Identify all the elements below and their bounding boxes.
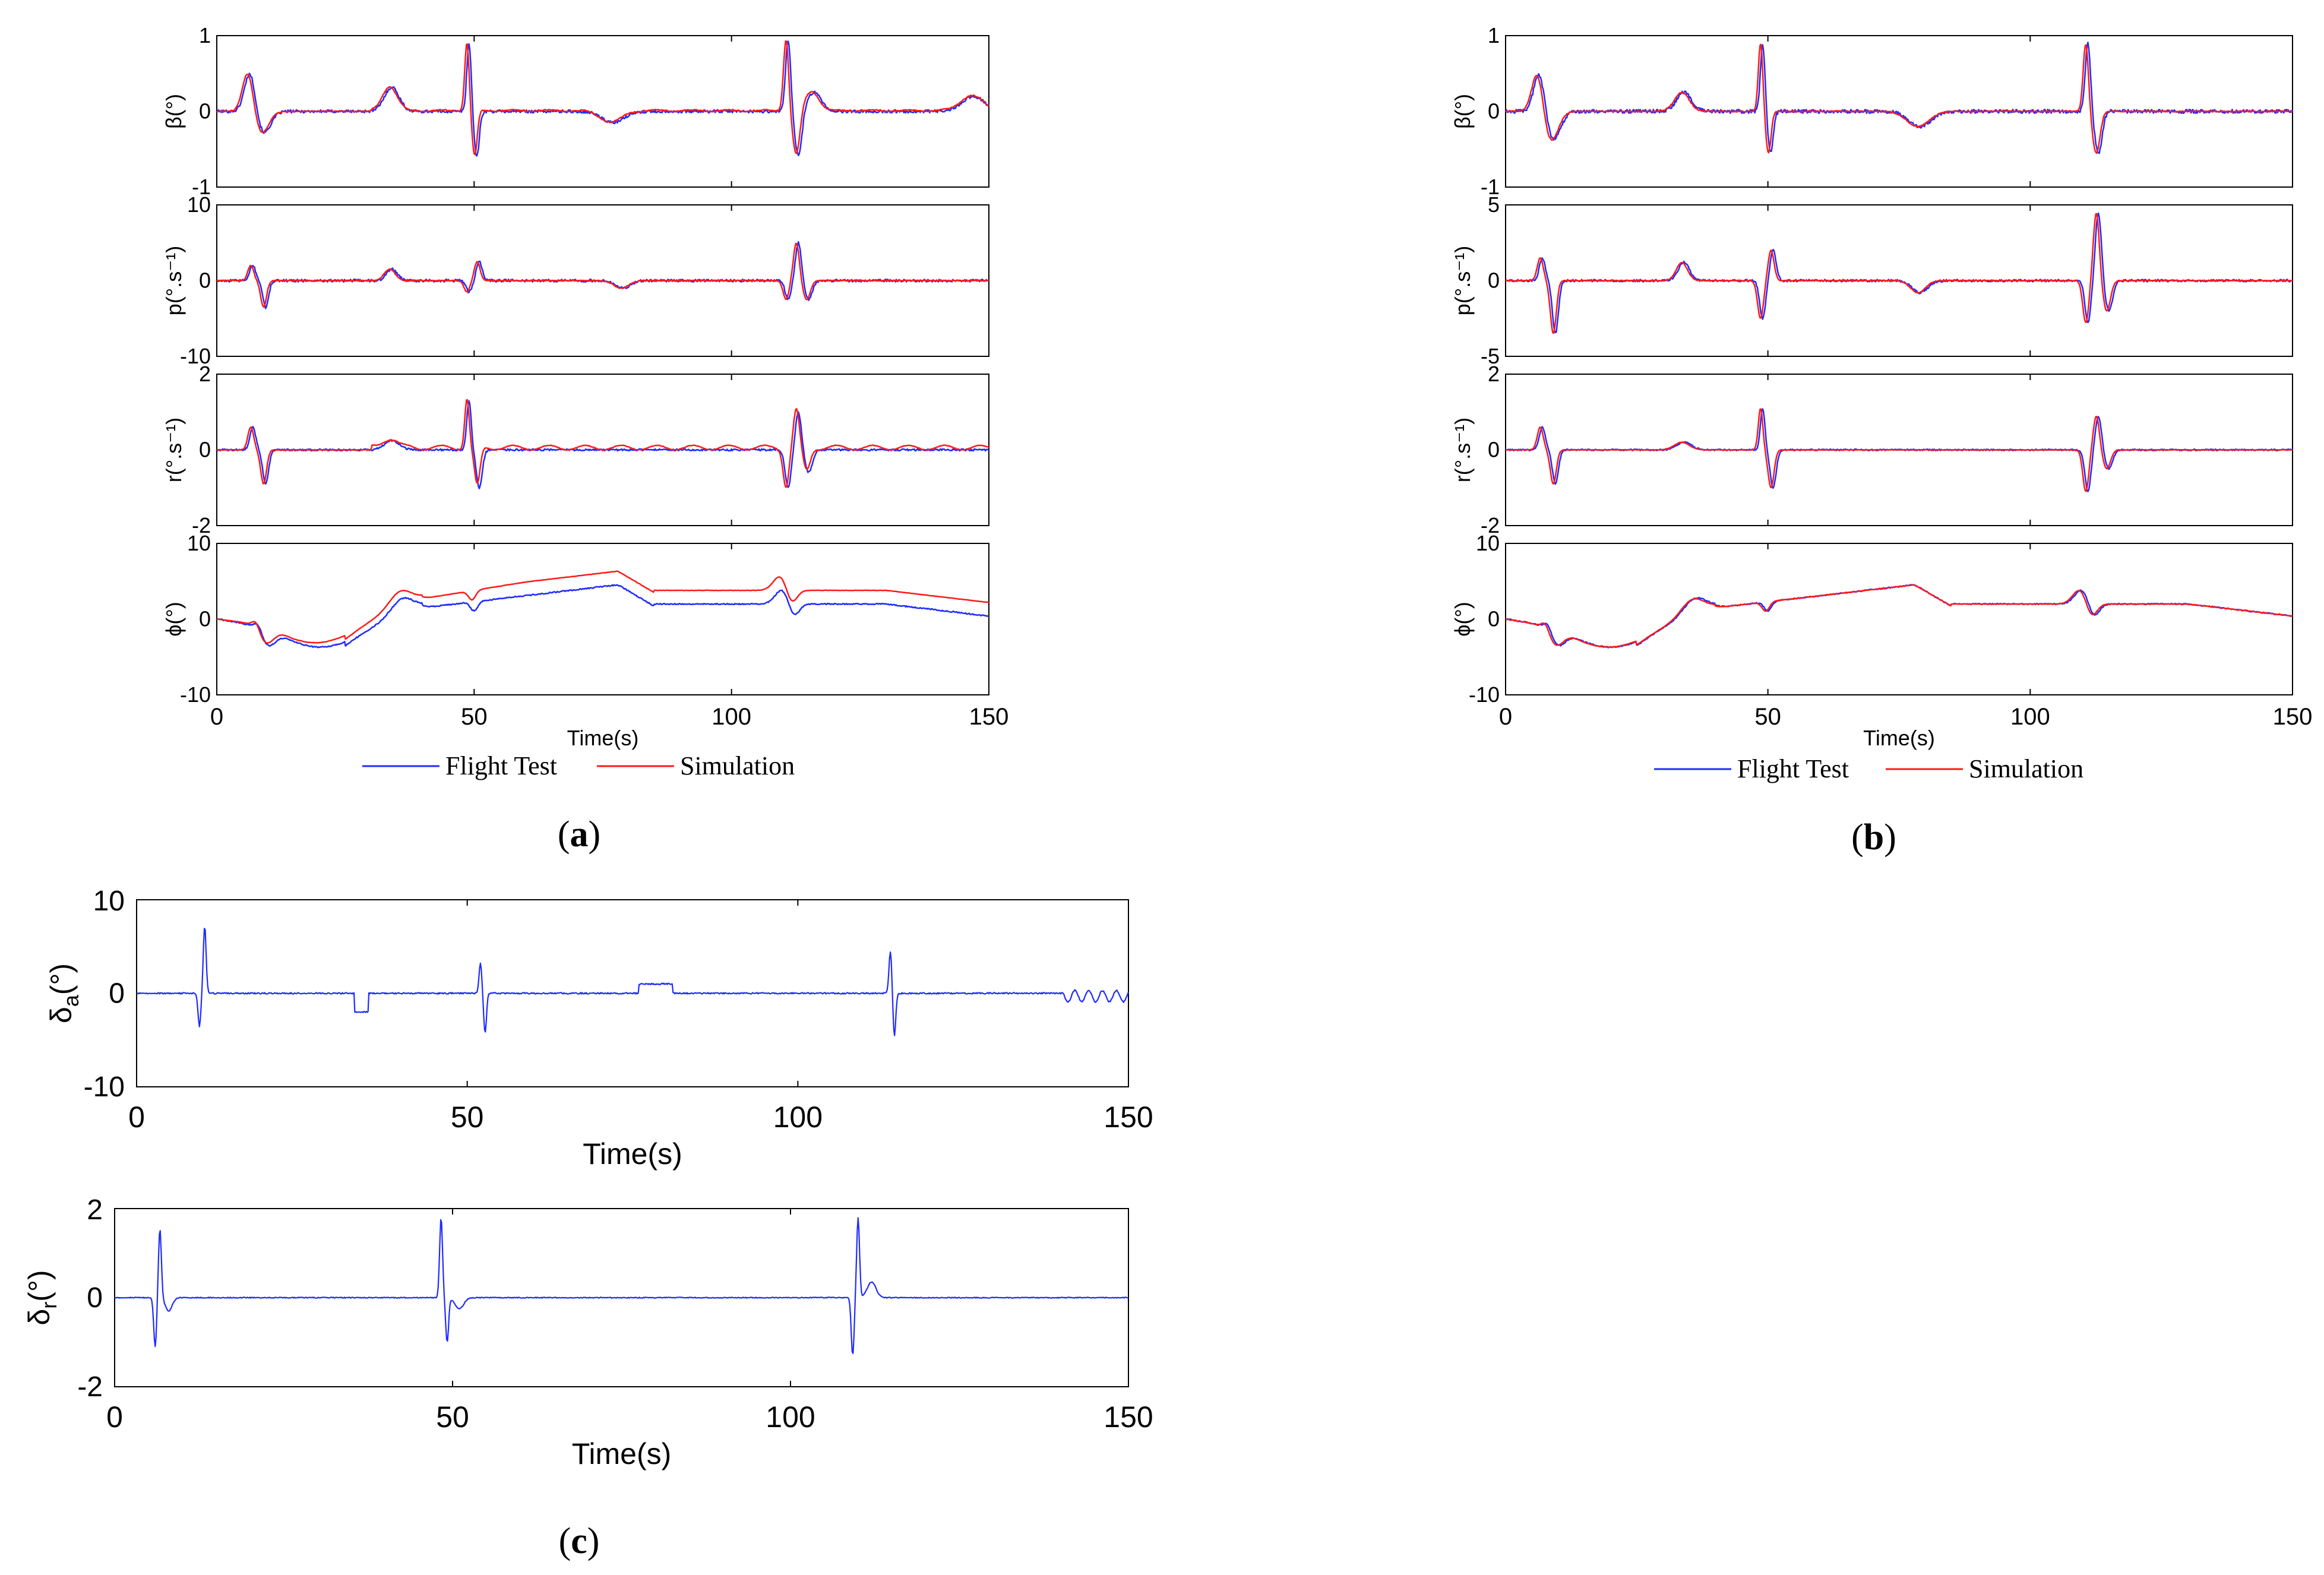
xtick-label: 0 [1499, 704, 1512, 730]
xtick-label: 100 [712, 704, 751, 730]
xtick-label: 150 [1103, 1100, 1153, 1134]
ytick-label: 0 [87, 1282, 103, 1314]
ytick-label: -10 [180, 344, 211, 368]
xtick-label: 0 [210, 704, 223, 730]
ytick-label: 2 [199, 362, 211, 386]
xtick-label: 50 [1754, 704, 1781, 730]
ytick-label: -10 [180, 682, 211, 707]
ytick-label: 10 [187, 192, 211, 217]
panel-caption-b: (b) [1851, 817, 1896, 858]
y-axis-label: ϕ(°) [1450, 602, 1475, 637]
ytick-label: 0 [199, 268, 211, 293]
x-axis-label: Time(s) [567, 726, 639, 750]
series-simulation-line [1505, 43, 2293, 154]
y-axis-label: β(°) [162, 94, 186, 129]
series-flight-test-line [216, 40, 989, 157]
ytick-label: 0 [199, 99, 211, 124]
ytick-label: 0 [199, 438, 211, 462]
ytick-label: -10 [84, 1071, 125, 1103]
series-simulation-line [216, 399, 989, 488]
y-axis-label: p(°.s⁻¹) [1450, 246, 1475, 315]
series-simulation-line [217, 242, 989, 308]
xtick-label: 150 [2273, 704, 2313, 730]
x-axis-label: Time(s) [1863, 726, 1935, 750]
ytick-label: 2 [1488, 362, 1500, 386]
subplot-b-1: -1 0 1 β(°) [1450, 23, 2294, 199]
ytick-label: -10 [1469, 682, 1500, 707]
legend-simulation-label: Simulation [680, 751, 795, 780]
xtick-label: 100 [773, 1100, 823, 1134]
y-axis-label: r(°.s⁻¹) [162, 418, 186, 482]
xtick-label: 150 [969, 704, 1009, 730]
xtick-label: 50 [451, 1100, 484, 1134]
y-axis-label: δa(°) [45, 963, 83, 1023]
xtick-label: 150 [1103, 1400, 1153, 1434]
series-flight-test-line [216, 584, 989, 649]
subplot-b-2: -5 0 5 p(°.s⁻¹) [1450, 192, 2293, 368]
subplot-a-1: -1 0 1 β(°) [162, 23, 989, 199]
ytick-label: 2 [87, 1194, 103, 1226]
subplot-a-3: -2 0 2 r(°.s⁻¹) [162, 362, 990, 537]
ytick-label: 5 [1488, 192, 1500, 217]
xtick-label: 50 [436, 1400, 469, 1434]
legend-simulation-label: Simulation [1969, 754, 2083, 783]
x-axis-label: Time(s) [572, 1437, 672, 1470]
ytick-label: -2 [192, 513, 211, 537]
y-axis-label: δr(°) [23, 1270, 61, 1325]
ytick-label: 10 [93, 885, 125, 917]
series-control-input-line [114, 1217, 1128, 1354]
xtick-label: 0 [106, 1400, 123, 1434]
ytick-label: 0 [1488, 99, 1500, 124]
ytick-label: 0 [1488, 438, 1500, 462]
xtick-label: 100 [766, 1400, 815, 1434]
ytick-label: 0 [199, 607, 211, 631]
ytick-label: 1 [1488, 23, 1500, 48]
series-simulation-line [1505, 584, 2293, 649]
xtick-label: 50 [461, 704, 488, 730]
ytick-label: -1 [1481, 175, 1500, 199]
legend-flight-test-label: Flight Test [1737, 754, 1849, 783]
xtick-label: 100 [2010, 704, 2050, 730]
series-simulation-line [216, 40, 989, 156]
panel-caption-a: (a) [558, 814, 600, 855]
panel-caption-c: (c) [559, 1521, 600, 1561]
subplot-a-4: -10 0 10 ϕ(°) [162, 531, 989, 707]
y-axis-label: β(°) [1450, 94, 1475, 129]
ytick-label: 0 [1488, 607, 1500, 631]
ytick-label: 10 [1476, 531, 1500, 555]
panel-b: -101β(°)-505p(°.s⁻¹)-202r(°.s⁻¹)-10010ϕ(… [1450, 23, 2312, 858]
legend-flight-test-label: Flight Test [445, 751, 557, 780]
xtick-label: 0 [128, 1100, 145, 1134]
ytick-label: -2 [77, 1371, 103, 1403]
series-simulation-line [1505, 408, 2293, 492]
ytick-label: 0 [1488, 268, 1500, 293]
ytick-label: 10 [187, 531, 211, 555]
ytick-label: -1 [192, 175, 211, 199]
series-simulation-line [1505, 213, 2293, 334]
ytick-label: -2 [1481, 513, 1500, 537]
y-axis-label: ϕ(°) [162, 602, 186, 637]
ytick-label: 0 [109, 978, 125, 1010]
series-simulation-line [217, 570, 989, 644]
ytick-label: 1 [199, 23, 211, 48]
y-axis-label: p(°.s⁻¹) [162, 246, 186, 315]
series-control-input-line [136, 928, 1130, 1036]
subplot-a-2: -10 0 10 p(°.s⁻¹) [162, 192, 989, 368]
subplot-b-4: -10 0 10 ϕ(°) [1450, 531, 2293, 707]
subplot-b-3: -2 0 2 r(°.s⁻¹) [1450, 362, 2293, 537]
x-axis-label: Time(s) [583, 1137, 682, 1171]
ytick-label: -5 [1481, 344, 1500, 368]
panel-a: -101β(°)-10010p(°.s⁻¹)-202r(°.s⁻¹)-10010… [162, 23, 1008, 855]
y-axis-label: r(°.s⁻¹) [1450, 418, 1475, 482]
